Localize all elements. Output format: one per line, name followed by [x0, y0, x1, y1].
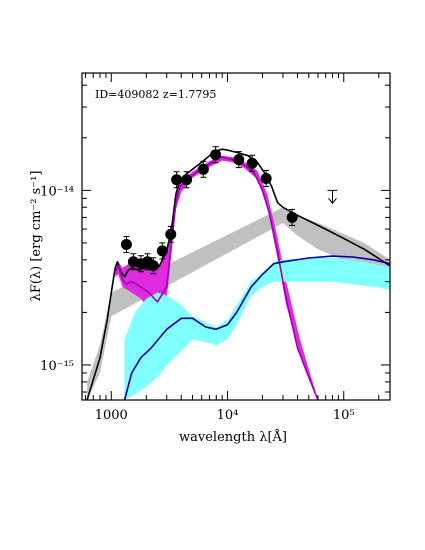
- x-tick-label: 1000: [95, 408, 128, 423]
- annotation-label: ID=409082 z=1.7795: [95, 88, 216, 101]
- photometry-point: [246, 157, 258, 169]
- plot-frame: [81, 72, 391, 401]
- stellar-model-line: [114, 156, 319, 400]
- stellar-model-range-band: [115, 155, 318, 400]
- photometry-point: [165, 228, 177, 240]
- photometry-point: [147, 260, 159, 272]
- photometry-point: [181, 174, 193, 186]
- model-range-bands: [87, 155, 390, 400]
- y-tick-label: 10⁻¹⁵: [40, 359, 74, 374]
- y-tick-label: 10⁻¹⁴: [40, 184, 74, 199]
- photometry-point: [156, 245, 168, 257]
- photometry-points: [120, 146, 298, 275]
- photometry-point: [260, 172, 272, 184]
- y-axis-label: λF(λ) [erg cm⁻² s⁻¹]: [29, 171, 44, 302]
- photometry-point: [210, 149, 222, 161]
- x-axis-label: wavelength λ[Å]: [179, 429, 287, 445]
- photometry-point: [286, 211, 298, 223]
- agn-model-line: [123, 255, 390, 400]
- upper-limit-arrowhead: [328, 198, 337, 205]
- x-tick-label: 10⁵: [333, 408, 355, 423]
- agn-model-range-band: [124, 258, 390, 400]
- axis-ticks: [82, 73, 390, 400]
- upper-limit-markers: [327, 189, 338, 205]
- photometry-point: [233, 154, 245, 166]
- x-tick-label: 10⁴: [217, 408, 239, 423]
- photometry-point: [120, 238, 132, 250]
- photometry-point: [197, 163, 209, 175]
- total-model-range-band: [87, 207, 390, 400]
- photometry-point: [171, 174, 183, 186]
- tick-labels: 1000 10⁴ 10⁵ 10⁻¹⁵ 10⁻¹⁴: [40, 184, 354, 423]
